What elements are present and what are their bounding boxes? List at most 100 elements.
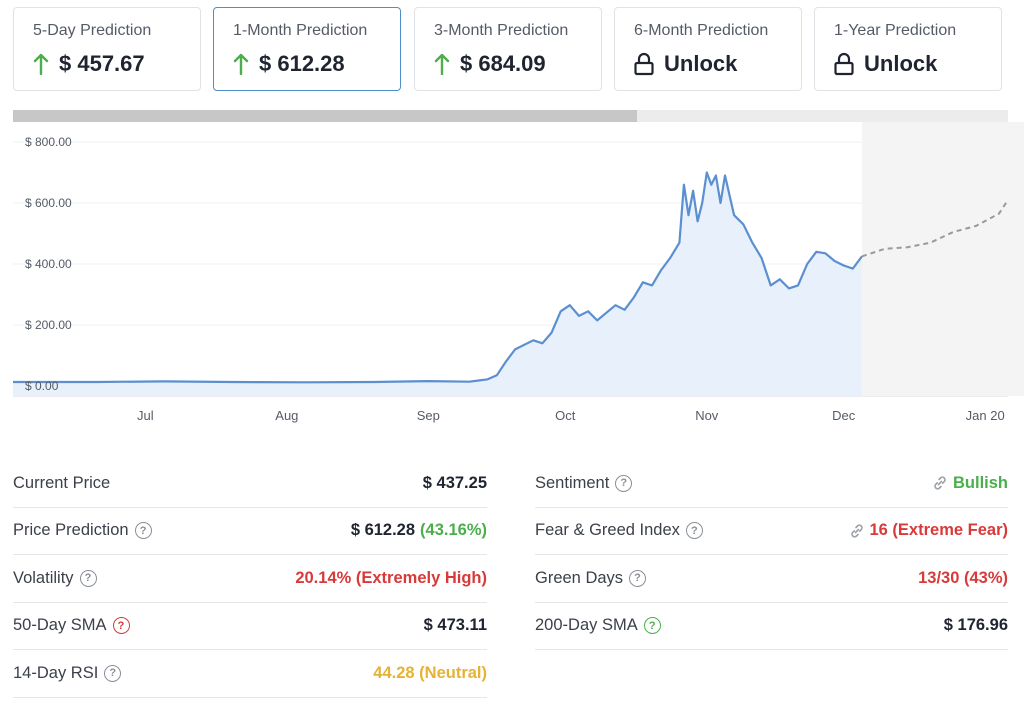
stat-row: 50-Day SMA? $ 473.11 <box>13 603 487 650</box>
stat-label: Sentiment? <box>535 473 633 493</box>
card-label: 6-Month Prediction <box>634 22 769 39</box>
card-value: Unlock <box>864 51 938 76</box>
card-6-month[interactable]: 6-Month Prediction Unlock <box>614 7 802 91</box>
x-tick-label: Sep <box>417 408 440 423</box>
card-value: $ 684.09 <box>460 51 546 76</box>
progress-fill <box>13 110 637 122</box>
stat-label-text: 50-Day SMA <box>13 616 107 635</box>
stat-value: $ 473.11 <box>424 616 487 635</box>
stat-row: Green Days? 13/30 (43%) <box>535 555 1008 603</box>
help-icon[interactable]: ? <box>615 474 633 492</box>
arrow-up-icon <box>434 53 450 75</box>
stats-right: Sentiment? Bullish Fear & Greed Index? 16 (… <box>535 460 1008 650</box>
card-label: 1-Year Prediction <box>834 22 957 39</box>
stat-value: $ 176.96 <box>944 616 1008 635</box>
stat-value-text: $ 176.96 <box>943 616 1008 635</box>
help-icon[interactable]: ? <box>104 664 122 682</box>
stat-row: Volatility? 20.14% (Extremely High) <box>13 555 487 603</box>
stat-value: 44.28 (Neutral) <box>373 664 487 683</box>
stat-value: Bullish <box>932 474 1008 493</box>
stat-label-text: Volatility <box>13 568 74 587</box>
stat-value: 13/30 (43%) <box>918 569 1008 588</box>
card-label: 3-Month Prediction <box>434 22 569 39</box>
card-3-month[interactable]: 3-Month Prediction $ 684.09 <box>414 7 602 91</box>
stat-label: 14-Day RSI? <box>13 663 122 683</box>
stat-value: $ 437.25 <box>423 474 487 493</box>
stat-value: $ 612.28 (43.16%) <box>351 521 487 540</box>
stat-row: Fear & Greed Index? 16 (Extreme Fear) <box>535 508 1009 555</box>
x-tick-label: Nov <box>695 408 719 423</box>
x-tick-label: Oct <box>555 408 576 423</box>
help-icon[interactable]: ? <box>134 522 152 540</box>
y-tick-label: $ 800.00 <box>25 135 72 149</box>
stat-label-text: Current Price <box>13 473 111 492</box>
stat-label-text: 14-Day RSI <box>13 663 99 682</box>
card-value-wrap: $ 612.28 <box>233 49 345 79</box>
stat-value: 20.14% (Extremely High) <box>295 569 487 588</box>
stat-label: 50-Day SMA? <box>13 616 130 635</box>
stat-value-text: $ 473.11 <box>423 616 487 635</box>
stat-row: Current Price $ 437.25 <box>13 460 487 508</box>
lock-icon <box>834 52 854 76</box>
prediction-cards: 5-Day Prediction $ 457.67 1-Month Predic… <box>13 7 1003 91</box>
price-chart: $ 0.00 $ 200.00 $ 400.00 $ 600.00 $ 800.00 Ju… <box>13 122 1024 423</box>
stat-label: Fear & Greed Index? <box>535 521 703 540</box>
help-icon[interactable]: ? <box>112 617 130 635</box>
stat-value-text: 13/30 (43%) <box>918 568 1008 587</box>
card-label: 1-Month Prediction <box>233 22 368 39</box>
x-tick-label: Jan 20 <box>966 408 1005 423</box>
stat-label: 200-Day SMA? <box>535 616 661 635</box>
link-icon[interactable] <box>932 475 948 491</box>
stat-row: 14-Day RSI? 44.28 (Neutral) <box>13 650 487 698</box>
stat-label-text: Sentiment <box>535 473 610 492</box>
price-area <box>13 172 862 396</box>
card-value-wrap: Unlock <box>634 49 737 79</box>
card-value: Unlock <box>664 51 738 76</box>
arrow-up-icon <box>233 53 249 75</box>
arrow-up-icon <box>33 53 49 75</box>
stat-value-text: Bullish <box>952 473 1008 492</box>
stat-label-text: Fear & Greed Index <box>535 521 680 540</box>
card-1-month[interactable]: 1-Month Prediction $ 612.28 <box>213 7 401 91</box>
forecast-line <box>861 199 1009 258</box>
x-tick-label: Aug <box>275 408 298 423</box>
stat-label: Price Prediction? <box>13 521 152 540</box>
y-tick-label: $ 0.00 <box>25 379 59 393</box>
x-tick-label: Dec <box>832 408 856 423</box>
prediction-progress-bar <box>13 110 1008 122</box>
stat-label-text: Green Days <box>535 568 624 587</box>
link-icon[interactable] <box>849 523 865 539</box>
help-icon[interactable]: ? <box>629 569 647 587</box>
stat-label-text: 200-Day SMA <box>535 616 638 635</box>
x-tick-label: Jul <box>137 408 154 423</box>
stat-row: Price Prediction? $ 612.28 (43.16%) <box>13 508 487 555</box>
stat-value-text: $ 437.25 <box>422 473 487 492</box>
help-icon[interactable]: ? <box>643 617 661 635</box>
forecast-region <box>861 122 1024 396</box>
stat-row: 200-Day SMA? $ 176.96 <box>535 603 1008 650</box>
help-icon[interactable]: ? <box>79 569 97 587</box>
card-value: $ 612.28 <box>259 51 345 76</box>
price-line <box>13 171 863 384</box>
stat-label-text: Price Prediction <box>13 521 129 540</box>
stat-change-text: (43.16%) <box>420 521 487 540</box>
card-value-wrap: $ 457.67 <box>33 49 145 79</box>
card-value: $ 457.67 <box>59 51 145 76</box>
stat-value-text: $ 612.28 <box>350 521 416 540</box>
stat-value-text: 44.28 (Neutral) <box>373 663 487 682</box>
y-tick-label: $ 400.00 <box>25 257 72 271</box>
stat-label: Green Days? <box>535 568 647 588</box>
card-value-wrap: $ 684.09 <box>434 49 546 79</box>
card-5-day[interactable]: 5-Day Prediction $ 457.67 <box>13 7 201 91</box>
y-tick-label: $ 200.00 <box>25 318 72 332</box>
stat-value-text: 16 (Extreme Fear) <box>869 521 1009 540</box>
stats-left: Current Price $ 437.25 Price Prediction? $ … <box>13 460 487 698</box>
stat-label: Current Price <box>13 474 110 493</box>
card-value-wrap: Unlock <box>834 49 937 79</box>
stat-row: Sentiment? Bullish <box>535 460 1008 508</box>
stat-value-text: 20.14% (Extremely High) <box>295 568 487 587</box>
card-label: 5-Day Prediction <box>33 22 152 39</box>
card-1-year[interactable]: 1-Year Prediction Unlock <box>814 7 1002 91</box>
y-tick-label: $ 600.00 <box>25 196 72 210</box>
help-icon[interactable]: ? <box>685 522 703 540</box>
